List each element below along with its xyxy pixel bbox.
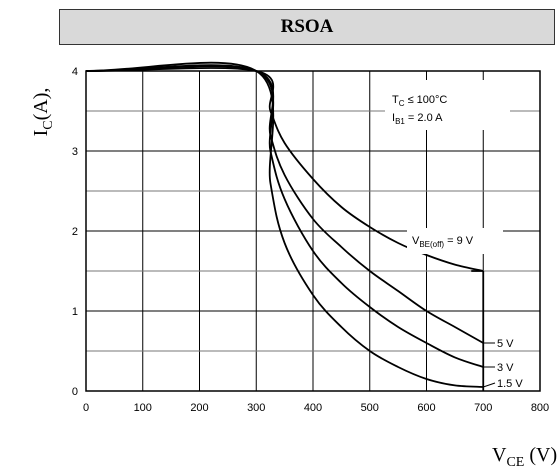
- x-tick-label-700: 700: [474, 402, 492, 414]
- y-tick-label-3: 3: [72, 146, 78, 158]
- y-axis-title-sub: C: [41, 120, 56, 129]
- series-label-3v: 3 V: [497, 362, 514, 374]
- series-label-9v-group: VBE(off) = 9 V: [407, 228, 503, 254]
- y-tick-label-4: 4: [72, 66, 78, 78]
- condition-temperature-rest: ≤ 100°C: [405, 94, 448, 106]
- condition-base-current-rest: = 2.0 A: [405, 112, 443, 124]
- series-label-9v-rest: = 9 V: [444, 235, 474, 247]
- y-axis-title: IC(A),: [30, 88, 56, 137]
- y-tick-label-2: 2: [72, 226, 78, 238]
- y-axis-title-main: I: [30, 130, 52, 137]
- series-label-9v-sub: BE(off): [419, 240, 444, 249]
- tick-labels: 0 100 200 300 400 500 600 700 800 0 1 2 3 4: [72, 66, 549, 414]
- leader-1-5v: [483, 382, 496, 388]
- y-axis-title-rest: (A),: [30, 88, 52, 121]
- y-tick-label-1: 1: [72, 306, 78, 318]
- series-label-1-5v: 1.5 V: [497, 378, 523, 390]
- series-label-9v-main: V: [412, 235, 420, 247]
- series-line-9-v: [85, 67, 484, 272]
- x-tick-label-600: 600: [417, 402, 435, 414]
- y-tick-label-0: 0: [72, 386, 78, 398]
- x-axis-title-main: V: [492, 444, 507, 466]
- series-line-3-v: [85, 64, 484, 368]
- x-tick-label-500: 500: [361, 402, 379, 414]
- condition-base-current: IB1 = 2.0 A: [392, 112, 443, 126]
- conditions-box: TC ≤ 100°C IB1 = 2.0 A: [385, 80, 510, 130]
- series-line-1-5-v: [85, 61, 484, 388]
- condition-base-current-main: I: [392, 112, 395, 124]
- condition-temperature-sub: C: [399, 99, 405, 108]
- series-label-9v: VBE(off) = 9 V: [412, 235, 474, 249]
- x-tick-label-200: 200: [190, 402, 208, 414]
- series-label-5v: 5 V: [497, 338, 514, 350]
- x-axis-title: VCE (V): [492, 444, 557, 470]
- chart-title: RSOA: [280, 16, 334, 37]
- x-axis-title-sub: CE: [506, 455, 524, 470]
- x-axis-title-rest: (V): [524, 444, 557, 466]
- x-tick-label-300: 300: [247, 402, 265, 414]
- chart-title-bar: RSOA: [59, 9, 555, 45]
- plot-frame: [85, 70, 541, 392]
- condition-base-current-sub: B1: [395, 117, 405, 126]
- x-tick-label-100: 100: [134, 402, 152, 414]
- plot-border: [85, 70, 541, 392]
- condition-temperature-main: T: [392, 94, 399, 106]
- x-tick-label-0: 0: [83, 402, 89, 414]
- x-tick-label-800: 800: [531, 402, 549, 414]
- x-tick-label-400: 400: [304, 402, 322, 414]
- condition-temperature: TC ≤ 100°C: [392, 94, 447, 108]
- curves: [85, 61, 496, 391]
